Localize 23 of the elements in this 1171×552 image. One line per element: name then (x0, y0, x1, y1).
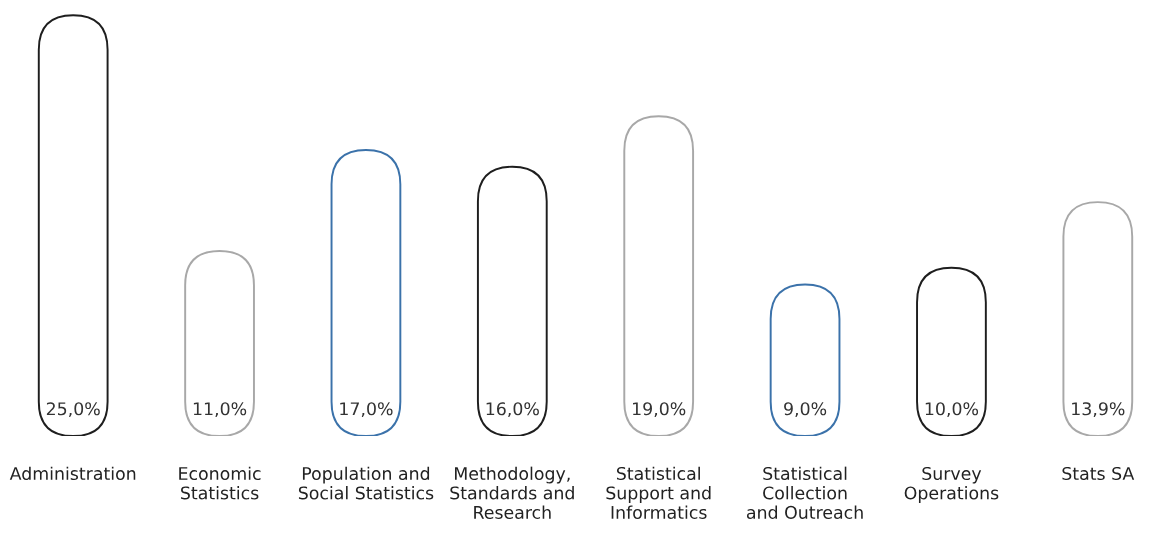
x-tick-label: Stats SA (1062, 466, 1135, 481)
x-tick-label: Economic Statistics (179, 466, 261, 500)
data-label: 25,0% (46, 402, 100, 418)
data-label: 17,0% (340, 402, 393, 418)
bar (916, 266, 987, 437)
data-label: 9,0% (784, 402, 827, 418)
x-tick-label: Methodology, Standards and Research (450, 466, 574, 519)
x-tick-label: Administration (9, 466, 136, 481)
data-label: 16,0% (486, 402, 539, 418)
data-label: 13,9% (1072, 402, 1125, 418)
bar (37, 14, 109, 437)
x-tick-label: Population and Social Statistics (298, 466, 434, 500)
x-tick-label: Statistical Support and Informatics (606, 466, 711, 519)
data-label: 11,0% (193, 402, 247, 418)
bar (476, 165, 548, 437)
bar (330, 148, 402, 437)
x-tick-label: Statistical Collection and Outreach (746, 466, 863, 519)
x-tick-label: Survey Operations (904, 466, 999, 503)
bar (623, 115, 695, 437)
data-label: 19,0% (633, 402, 686, 418)
bar (1062, 201, 1134, 437)
data-label: 10,0% (925, 402, 979, 418)
bar (184, 249, 255, 437)
